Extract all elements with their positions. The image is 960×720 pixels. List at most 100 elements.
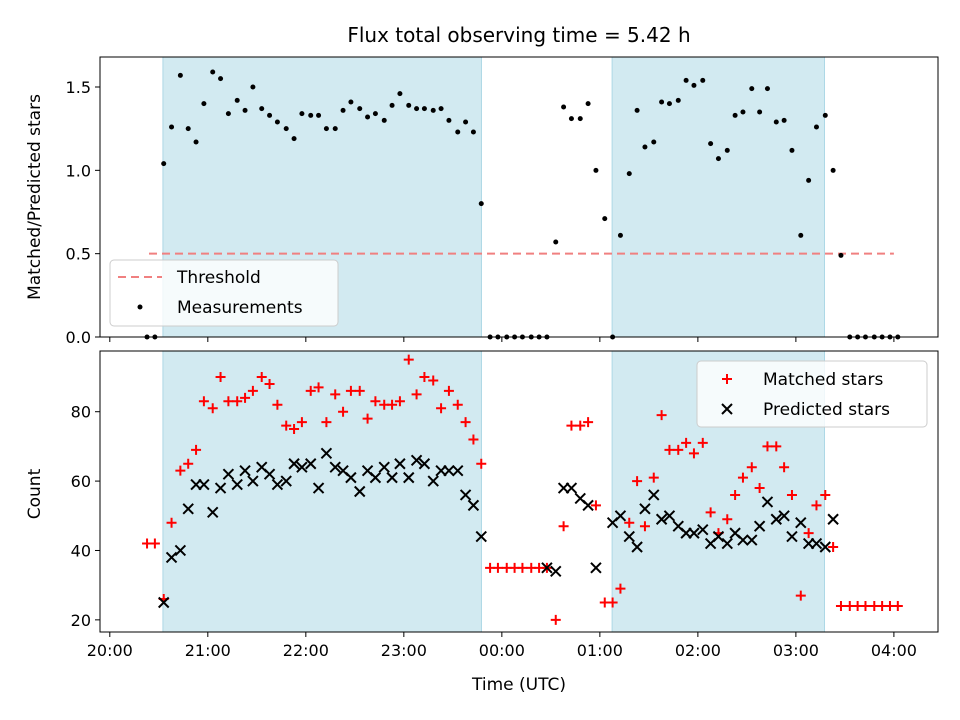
matched-star-point (476, 458, 487, 469)
predicted-star-point (207, 506, 219, 519)
matched-star-point (240, 392, 251, 403)
matched-star-point (737, 472, 748, 483)
matched-star-point (754, 483, 765, 494)
measurement-point (406, 102, 412, 108)
x-tick-label: 23:00 (381, 641, 427, 660)
predicted-star-point (247, 475, 259, 487)
measurement-point (225, 111, 231, 117)
predicted-star-point (663, 510, 676, 522)
matched-star-point (786, 489, 797, 500)
measurement-point (438, 106, 444, 112)
matched-star-point (811, 500, 822, 511)
measurement-point (463, 119, 469, 125)
predicted-star-point (688, 527, 700, 539)
matched-star-point (820, 489, 831, 500)
predicted-star-point (827, 513, 839, 525)
measurement-point (299, 111, 305, 117)
measurement-point (700, 77, 706, 83)
predicted-star-point (443, 464, 455, 477)
measurement-point (316, 112, 322, 118)
measurement-point (414, 106, 420, 112)
measurement-point (193, 139, 199, 145)
predicted-star-point (427, 475, 439, 487)
y-tick-label: 0.0 (66, 328, 91, 347)
measurement-point (666, 101, 672, 107)
matched-star-point (191, 444, 202, 455)
y-tick-label: 0.5 (66, 245, 91, 264)
matched-star-point (681, 437, 692, 448)
matched-star-point (892, 600, 903, 611)
predicted-star-point (753, 520, 766, 532)
matched-star-point (223, 396, 234, 407)
observing-window-shade (611, 56, 826, 338)
measurement-point (340, 107, 346, 113)
predicted-star-point (623, 530, 635, 543)
predicted-star-point (590, 562, 602, 574)
matched-star-point (436, 403, 447, 414)
legend-measurements-swatch (137, 304, 143, 310)
predicted-star-point (810, 537, 823, 550)
predicted-star-point (182, 503, 194, 515)
matched-star-point (468, 434, 479, 445)
predicted-star-point (296, 461, 308, 473)
matched-star-point (232, 396, 243, 407)
chart-title: Flux total observing time = 5.42 h (347, 23, 690, 47)
x-axis-label: Time (UTC) (471, 675, 566, 695)
predicted-star-point (263, 468, 276, 480)
legend-predicted-swatch (721, 403, 733, 415)
measurement-point (798, 232, 804, 238)
matched-star-point (697, 437, 708, 448)
predicted-star-point (737, 534, 749, 546)
matched-star-point (370, 396, 381, 407)
measurement-point (724, 147, 730, 153)
measurement-point (659, 99, 665, 105)
y-tick-label: 60 (71, 472, 91, 491)
matched-star-point (313, 382, 324, 393)
legend-series-label: Predicted stars (763, 400, 890, 420)
legend-measurements-label: Measurements (177, 298, 303, 318)
measurement-point (773, 119, 779, 125)
measurement-point (210, 69, 216, 75)
measurement-point (348, 99, 354, 105)
legend-box (109, 259, 339, 327)
predicted-star-point (231, 478, 243, 491)
predicted-star-point (655, 513, 668, 525)
matched-star-point (566, 420, 577, 431)
matched-star-point (492, 562, 503, 573)
predicted-star-point (746, 534, 758, 546)
matched-star-point (338, 406, 349, 417)
predicted-star-point (452, 464, 464, 477)
predicted-star-point (345, 471, 357, 484)
matched-star-point (590, 500, 601, 511)
predicted-star-point (614, 510, 627, 522)
matched-star-point (779, 462, 790, 473)
measurement-point (201, 101, 207, 107)
measurement-point (757, 109, 763, 115)
matched-star-point (771, 441, 782, 452)
x-tick-label: 03:00 (773, 641, 819, 660)
matched-star-point (656, 410, 667, 421)
measurement-point (617, 232, 623, 238)
bottom-y-axis-label: Count (25, 468, 45, 519)
measurement-point (365, 114, 371, 120)
predicted-star-point (239, 464, 251, 477)
predicted-star-point (795, 517, 807, 529)
predicted-star-point (778, 510, 790, 522)
plot-frame (99, 350, 939, 633)
measurement-point (593, 167, 599, 173)
measurement-point (568, 116, 574, 122)
predicted-star-point (761, 496, 774, 508)
measurement-point (740, 109, 746, 115)
y-tick-label: 1.0 (66, 161, 91, 180)
measurement-point (218, 76, 224, 82)
measurement-point (283, 126, 289, 132)
predicted-star-point (565, 482, 578, 494)
matched-star-point (828, 542, 839, 553)
predicted-star-point (410, 454, 423, 466)
measurement-point (323, 126, 329, 132)
measurement-point (715, 156, 721, 162)
measurement-point (421, 106, 427, 112)
matched-star-point (428, 375, 439, 386)
matched-star-point (175, 465, 186, 476)
matched-star-point (305, 385, 316, 396)
